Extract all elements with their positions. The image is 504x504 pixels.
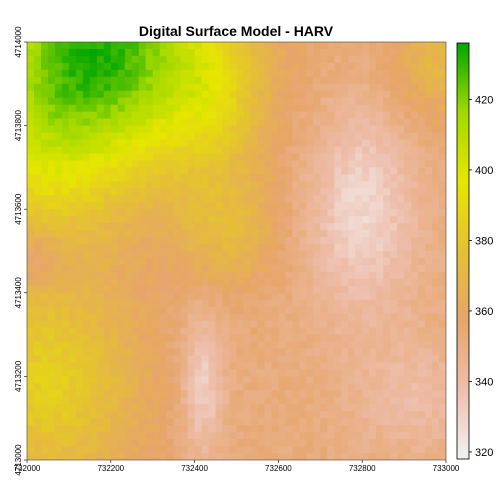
raster-heatmap	[27, 42, 446, 460]
legend: 320 340 360 380 400 420	[456, 42, 493, 460]
chart-title: Digital Surface Model - HARV	[139, 23, 334, 39]
y-tick-label: 4713600	[14, 193, 23, 225]
x-tick-label: 732400	[181, 464, 208, 473]
y-tick-label: 4714000	[14, 26, 23, 58]
legend-ticks: 320 340 360 380 400 420	[469, 94, 493, 459]
x-tick-label: 732800	[349, 464, 376, 473]
x-axis: 732000 732200 732400 732600 732800 733000	[14, 460, 460, 473]
y-tick-label: 4713200	[14, 360, 23, 392]
x-tick-label: 732600	[265, 464, 292, 473]
y-tick-label: 4713400	[14, 277, 23, 309]
y-tick-label: 4713000	[14, 444, 23, 476]
legend-tick-label: 360	[475, 306, 493, 318]
legend-tick-label: 380	[475, 235, 493, 247]
legend-tick-label: 320	[475, 447, 493, 459]
legend-tick-label: 400	[475, 165, 493, 177]
x-tick-label: 732200	[97, 464, 124, 473]
y-tick-label: 4713800	[14, 109, 23, 141]
y-axis: 4713000 4713200 4713400 4713600 4713800 47140…	[14, 26, 27, 476]
x-tick-label: 733000	[433, 464, 460, 473]
legend-tick-label: 420	[475, 94, 493, 106]
plot-frame	[26, 41, 447, 461]
legend-tick-label: 340	[475, 376, 493, 388]
x-tick-label: 732000	[14, 464, 41, 473]
legend-colorbar	[456, 42, 470, 460]
